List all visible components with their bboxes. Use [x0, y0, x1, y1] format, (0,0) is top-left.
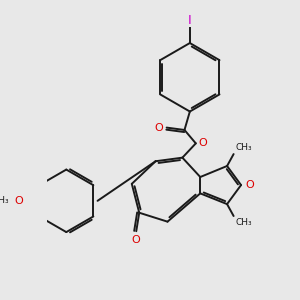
Text: O: O	[14, 196, 23, 206]
Text: CH₃: CH₃	[0, 196, 9, 205]
Text: O: O	[131, 235, 140, 244]
Text: I: I	[188, 14, 192, 27]
Text: CH₃: CH₃	[235, 218, 252, 227]
Text: O: O	[198, 138, 207, 148]
Text: O: O	[246, 180, 254, 190]
Text: CH₃: CH₃	[235, 143, 252, 152]
Text: O: O	[154, 123, 163, 133]
